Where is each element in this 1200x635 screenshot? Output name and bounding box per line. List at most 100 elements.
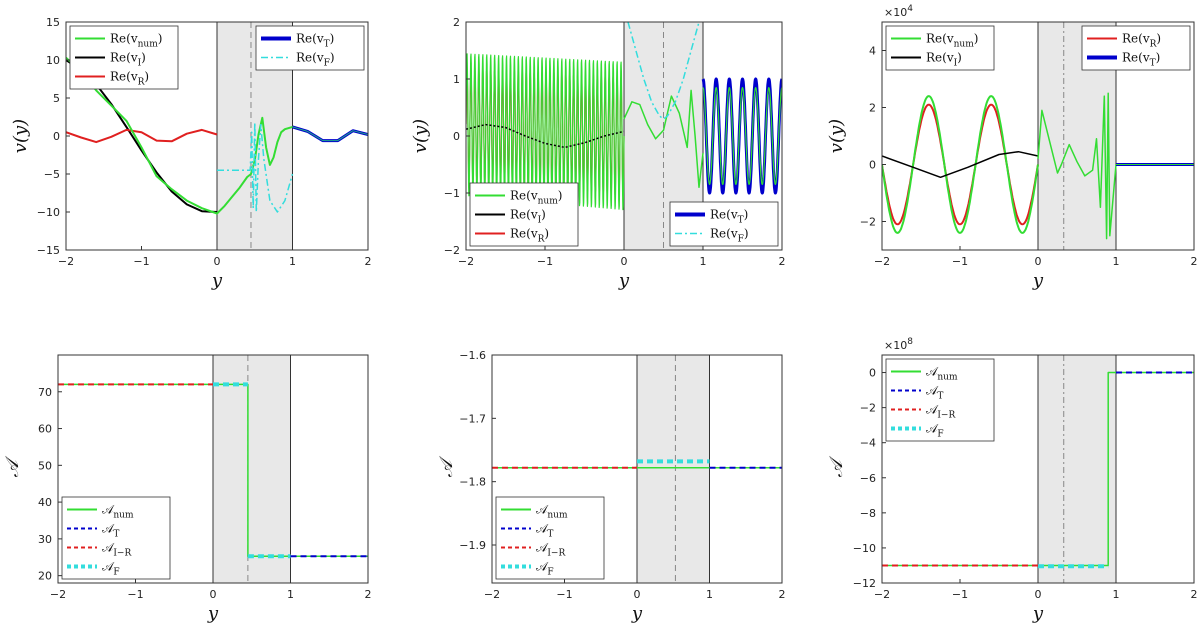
x-tick-label: −2	[484, 588, 500, 601]
x-tick-label: 1	[289, 255, 296, 268]
y-tick-label: 70	[38, 386, 52, 399]
x-tick-label: 2	[365, 255, 372, 268]
chart-top-left: −2 −1 0 1 2−15−10−5051015yv(y)Re(vnum)Re(vI)…	[10, 16, 372, 291]
x-tick-label: −1	[133, 255, 149, 268]
y-axis-label: 𝒜	[2, 456, 23, 478]
x-tick-label: 0	[210, 588, 217, 601]
legend-label: Re(vI)	[926, 51, 962, 69]
exponent-label: ×104	[884, 4, 913, 19]
shaded-region	[1037, 354, 1117, 584]
series-re-v-t-	[292, 125, 368, 143]
x-axis-label: y	[1032, 603, 1044, 624]
series-re-v-i-	[466, 123, 625, 149]
x-axis-label: y	[211, 270, 223, 291]
x-tick-label: 2	[779, 255, 786, 268]
series-re-v-f-	[217, 121, 294, 213]
y-tick-label: 30	[38, 533, 52, 546]
y-tick-label: −2	[860, 216, 876, 229]
x-tick-label: 1	[1113, 588, 1120, 601]
series-re-v-num-	[882, 95, 1039, 234]
x-tick-label: 1	[700, 255, 707, 268]
y-tick-label: 40	[38, 496, 52, 509]
y-tick-label: 0	[453, 130, 460, 143]
x-axis-label: y	[631, 603, 643, 624]
x-tick-label: 1	[1113, 255, 1120, 268]
y-axis-label: v(y)	[10, 119, 31, 153]
legend-box	[255, 25, 365, 71]
series-re-v-num-	[66, 56, 293, 215]
y-tick-label: 0	[869, 367, 876, 380]
shaded-region	[212, 354, 291, 584]
legend-box	[61, 496, 171, 580]
x-tick-label: −1	[556, 588, 572, 601]
series-re-v-f-	[627, 22, 700, 120]
x-tick-label: −1	[952, 588, 968, 601]
x-tick-label: 1	[287, 588, 294, 601]
series-group	[882, 92, 1194, 240]
y-axis-label: 𝒜	[826, 456, 847, 478]
x-tick-label: 1	[706, 588, 713, 601]
y-tick-label: 15	[46, 16, 60, 29]
y-tick-label: 4	[869, 45, 876, 58]
exponent-label: ×108	[884, 337, 913, 352]
legend-top-right: Re(vR)Re(vT)	[1081, 25, 1191, 71]
x-tick-label: −2	[58, 255, 74, 268]
y-tick-label: 5	[53, 92, 60, 105]
y-tick-label: −1.9	[459, 539, 486, 552]
y-tick-label: −8	[860, 507, 876, 520]
y-tick-label: 1	[453, 73, 460, 86]
x-tick-label: 2	[1191, 255, 1198, 268]
legend-box	[885, 358, 995, 442]
x-axis-label: y	[207, 603, 219, 624]
y-tick-label: −1	[444, 187, 460, 200]
x-tick-label: 0	[1035, 588, 1042, 601]
legend-label: Re(vI)	[510, 208, 546, 226]
y-axis-label: 𝒜	[436, 456, 457, 478]
y-tick-label: −15	[37, 244, 60, 257]
x-tick-label: −2	[50, 588, 66, 601]
legend-top-left: Re(vnum)Re(vI)Re(vR)	[69, 25, 179, 90]
x-axis-label: y	[618, 270, 630, 291]
y-tick-label: −4	[860, 437, 876, 450]
series-re-v-t-	[701, 77, 782, 195]
y-tick-label: 2	[453, 16, 460, 29]
series-re-v-t-overlay	[702, 87, 782, 185]
y-tick-label: 60	[38, 423, 52, 436]
x-tick-label: 2	[365, 588, 372, 601]
legend-box	[885, 25, 995, 71]
chart-top-right: −2 −1 0 1 2 −2 0 2 4 ×104 y v(y) Re(vnum)Re(vI) Re(vR…	[826, 4, 1198, 291]
y-tick-label: 20	[38, 570, 52, 583]
y-tick-label: −5	[44, 168, 60, 181]
x-tick-label: −2	[874, 588, 890, 601]
x-tick-label: −2	[874, 255, 890, 268]
y-tick-label: 10	[46, 54, 60, 67]
x-tick-label: −2	[458, 255, 474, 268]
y-tick-label: 50	[38, 459, 52, 472]
y-tick-label: −1.8	[459, 476, 486, 489]
x-tick-label: −1	[952, 255, 968, 268]
series-re-v-num-gap	[1037, 92, 1117, 240]
legend-bottom-left: Re(vnum)Re(vI)Re(vR)	[469, 182, 579, 247]
series-re-v-num-gap	[623, 89, 704, 189]
y-tick-label: −1.7	[459, 412, 486, 425]
series-group	[492, 459, 782, 469]
series-re-v-t-overlay	[292, 126, 368, 142]
y-tick-label: −6	[860, 472, 876, 485]
x-tick-label: 0	[214, 255, 221, 268]
legend-bottom-right: Re(vT)Re(vF)	[669, 201, 779, 247]
x-axis-label: y	[1032, 270, 1044, 291]
legend-label: Re(vI)	[110, 51, 146, 69]
x-tick-label: 2	[779, 588, 786, 601]
x-tick-label: −1	[127, 588, 143, 601]
y-tick-label: −12	[853, 577, 876, 590]
legend-box	[495, 496, 605, 580]
x-tick-label: 2	[1191, 588, 1198, 601]
legend-box	[669, 201, 779, 247]
y-tick-label: −1.6	[459, 349, 486, 362]
y-axis-label: v(y)	[826, 119, 847, 153]
